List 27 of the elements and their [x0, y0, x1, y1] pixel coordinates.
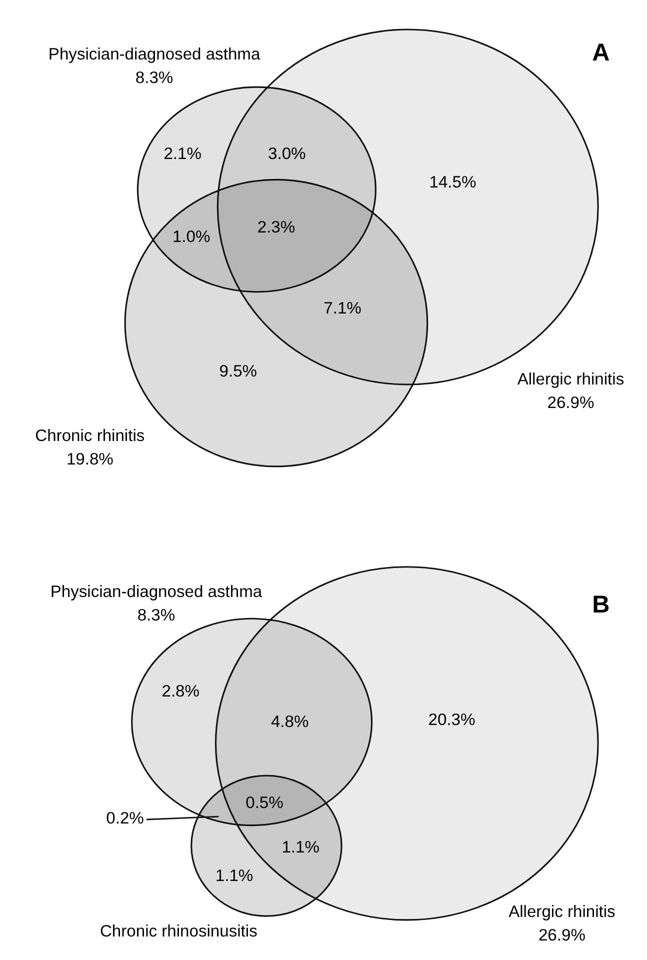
- text: 7.1%: [324, 298, 362, 318]
- text: 2.1%: [164, 144, 202, 164]
- category-label: Physician-diagnosed asthma: [48, 44, 261, 64]
- text: 4.8%: [270, 712, 309, 731]
- category-label: Chronic rhinosinusitis: [100, 922, 258, 941]
- data-label: 19.8%: [66, 449, 114, 468]
- data-label: 26.9%: [538, 925, 586, 944]
- text: B: [592, 592, 610, 619]
- category-label: Physician-diagnosed asthma: [50, 582, 263, 602]
- text: 0.2%: [106, 808, 144, 828]
- data-label: 26.9%: [547, 392, 594, 412]
- text: 14.5%: [429, 172, 476, 192]
- category-label: Chronic rhinitis: [35, 426, 145, 446]
- text: A: [592, 40, 610, 67]
- text: 1.1%: [215, 866, 254, 885]
- text: 1.0%: [172, 227, 210, 246]
- text: 2.3%: [257, 217, 296, 236]
- text: 3.0%: [268, 144, 306, 164]
- category-label: Allergic rhinitis: [517, 370, 624, 389]
- data-label: 8.3%: [137, 606, 176, 625]
- text: 20.3%: [428, 710, 476, 729]
- data-label: 8.3%: [135, 68, 174, 88]
- text: 2.8%: [162, 682, 200, 701]
- text: 9.5%: [219, 362, 258, 381]
- category-label: Allergic rhinitis: [508, 902, 616, 922]
- text: 0.5%: [246, 792, 284, 812]
- text: 1.1%: [282, 838, 320, 857]
